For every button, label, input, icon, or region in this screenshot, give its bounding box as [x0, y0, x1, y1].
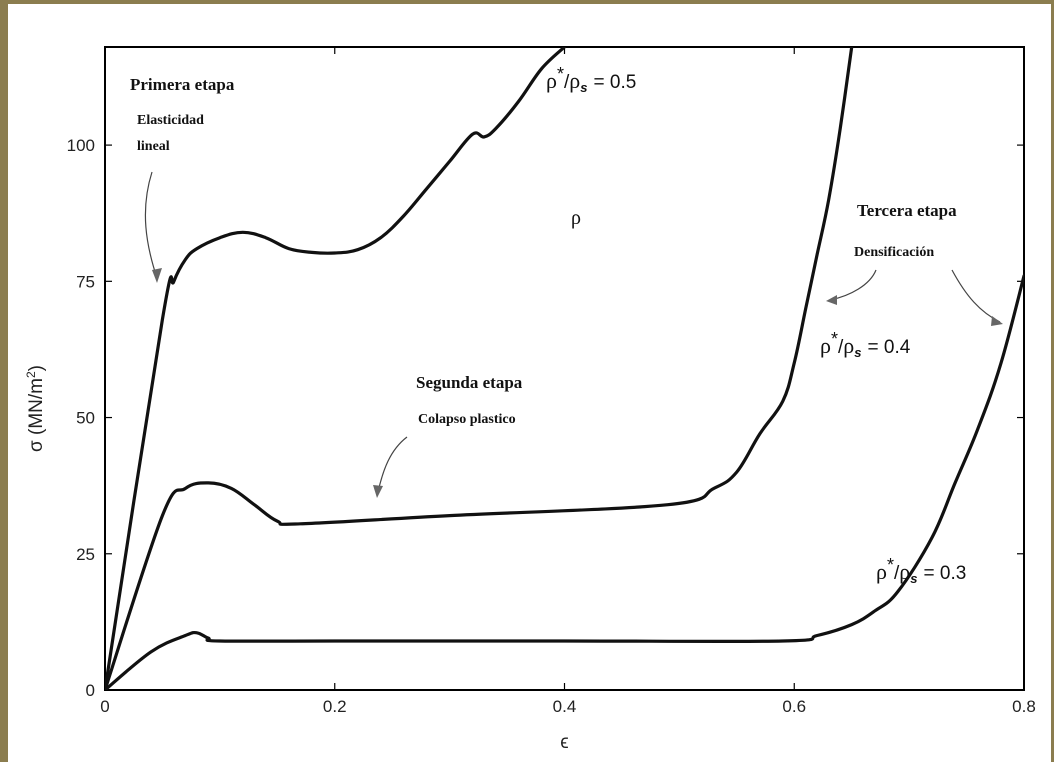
annotation-rho: ρ [571, 207, 581, 229]
curve-rho-0-3 [105, 274, 1024, 690]
y-tick-label: 0 [86, 681, 95, 700]
arrowhead-tercera-right [991, 316, 1003, 326]
annotation-colapso-plastico: Colapso plastico [418, 412, 516, 427]
annotation-densificacion: Densificación [854, 245, 934, 260]
annotation-lineal: lineal [137, 139, 170, 154]
annotation-primera-etapa: Primera etapa [130, 75, 235, 94]
curve-rho-0-5 [105, 47, 567, 690]
curve-label-03: ρ*/ρs = 0.3 [876, 555, 966, 586]
arrow-primera [144, 171, 158, 279]
series-curves [105, 47, 1024, 690]
y-tick-label: 25 [76, 545, 95, 564]
x-tick-label: 0.6 [782, 697, 806, 716]
y-tick-label: 75 [76, 272, 95, 291]
x-tick-label: 0.4 [553, 697, 577, 716]
curve-label-04: ρ*/ρs = 0.4 [820, 329, 911, 360]
annotation-segunda-etapa: Segunda etapa [416, 373, 523, 392]
arrow-tercera-right [951, 269, 1001, 323]
annotation-elasticidad: Elasticidad [137, 113, 204, 128]
x-tick-label: 0.2 [323, 697, 347, 716]
arrowhead-tercera-left [826, 295, 837, 305]
arrowhead-primera [152, 268, 162, 283]
x-tick-label: 0 [100, 697, 109, 716]
x-tick-label: 0.8 [1012, 697, 1036, 716]
y-tick-label: 100 [67, 136, 95, 155]
annotation-tercera-etapa: Tercera etapa [857, 201, 957, 220]
y-tick-label: 50 [76, 409, 95, 428]
arrow-segunda [377, 436, 408, 493]
arrowhead-segunda [373, 485, 383, 498]
x-axis-title: ϵ [560, 732, 568, 753]
y-axis-title: σ (MN/m2) [24, 365, 47, 452]
plot-area [104, 46, 1025, 691]
axis-ticks: 0 0.2 0.4 0.6 0.8 0 25 50 75 100 [67, 47, 1036, 716]
curve-rho-0-4 [105, 47, 854, 690]
curve-label-05: ρ*/ρs = 0.5 [546, 64, 636, 95]
